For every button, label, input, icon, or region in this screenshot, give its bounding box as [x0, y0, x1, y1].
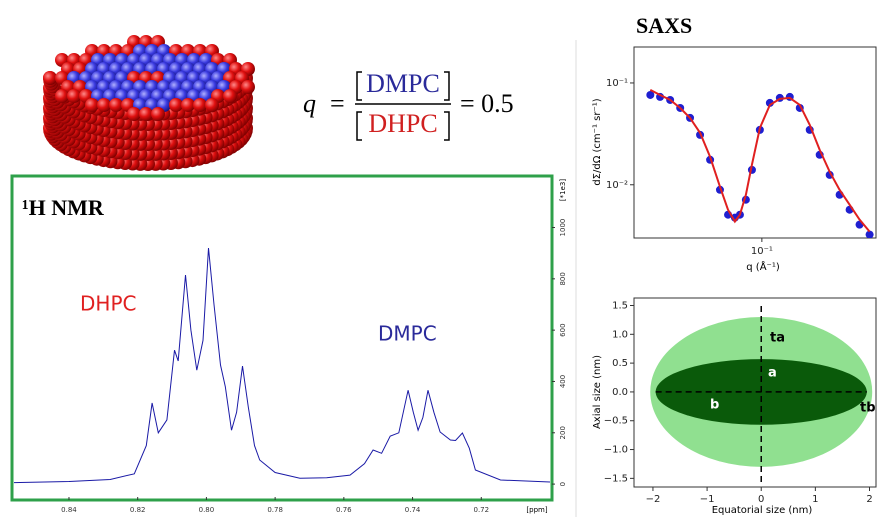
x-tick-label: 0: [758, 494, 764, 505]
lipid: [205, 98, 219, 112]
y-tick-label: −1.0: [604, 445, 628, 456]
formula-numerator: DMPC: [366, 69, 440, 98]
spectrum-line: [13, 247, 551, 484]
data-point: [765, 98, 774, 107]
y-tick-label: 200: [559, 426, 567, 439]
x-tick-label: −1: [700, 494, 715, 505]
formula-result: = 0.5: [460, 89, 514, 118]
lipid: [109, 98, 123, 112]
x-axis-label: [ppm]: [526, 506, 547, 514]
bicelle-illustration: [43, 35, 255, 171]
y-tick-label: 800: [559, 272, 567, 285]
plot-frame: [633, 297, 877, 488]
plot-area: [646, 89, 874, 238]
y-tick-label: 1000: [559, 219, 567, 237]
x-tick-label: 0.72: [473, 506, 489, 514]
x-tick-label: 10⁻¹: [751, 246, 773, 257]
peak-label: DMPC: [378, 322, 437, 346]
formula-equals: =: [330, 89, 345, 118]
lipid: [241, 80, 255, 94]
x-tick-label: 0.74: [405, 506, 421, 514]
lipid: [97, 98, 111, 112]
lipid: [43, 71, 57, 85]
lipid: [139, 107, 153, 121]
plot-frame: [633, 46, 877, 239]
formula: q = DMPC DHPC = 0.5: [303, 69, 514, 141]
x-axis-label: q (Å⁻¹): [746, 260, 780, 273]
panel-title: SAXS: [636, 13, 692, 38]
data-point: [646, 90, 655, 99]
y-tick-label: 1.5: [612, 300, 628, 311]
nmr-frame: [10, 174, 554, 502]
x-tick-label: 0.76: [336, 506, 352, 514]
lipid: [151, 107, 165, 121]
x-tick-label: 0.84: [61, 506, 77, 514]
panel-title: ¹H NMR: [22, 195, 105, 220]
x-tick-label: −2: [646, 494, 661, 505]
y-tick-label: −1.5: [604, 473, 628, 484]
formula-denominator: DHPC: [368, 109, 437, 138]
y-tick-label: 1.0: [612, 329, 628, 340]
fit-line: [649, 89, 871, 233]
dimension-label: b: [710, 398, 719, 413]
y-tick-label: 10⁻²: [606, 180, 628, 191]
lipid: [223, 89, 237, 103]
lipid: [169, 98, 183, 112]
dimension-label: a: [768, 366, 777, 381]
y-axis-label: Axial size (nm): [592, 355, 603, 429]
y-axis-label: [*1e3]: [559, 179, 567, 201]
y-tick-label: 10⁻¹: [606, 78, 628, 89]
y-tick-label: −0.5: [604, 416, 628, 427]
lipid: [193, 98, 207, 112]
lipid: [85, 98, 99, 112]
y-tick-label: 0.5: [612, 358, 628, 369]
lipid: [181, 98, 195, 112]
peak-label: DHPC: [80, 292, 136, 316]
dimension-label: tb: [860, 401, 876, 416]
x-axis-label: Equatorial size (nm): [712, 505, 813, 516]
x-tick-label: 1: [812, 494, 818, 505]
y-axis-label: dΣ/dΩ (cm⁻¹ sr⁻¹): [592, 98, 603, 185]
y-tick-label: 0: [559, 482, 567, 486]
lipid: [67, 89, 81, 103]
data-point: [865, 230, 874, 238]
y-tick-label: 0.0: [612, 387, 628, 398]
formula-variable: q: [303, 89, 316, 118]
y-tick-label: 400: [559, 375, 567, 388]
x-tick-label: 0.82: [130, 506, 146, 514]
dimension-label: ta: [770, 331, 785, 346]
lipid: [127, 107, 141, 121]
brackets: [356, 71, 450, 141]
lipid: [55, 89, 69, 103]
x-tick-label: 2: [866, 494, 872, 505]
x-tick-label: 0.78: [267, 506, 283, 514]
x-tick-label: 0.80: [199, 506, 215, 514]
y-tick-label: 600: [559, 323, 567, 336]
